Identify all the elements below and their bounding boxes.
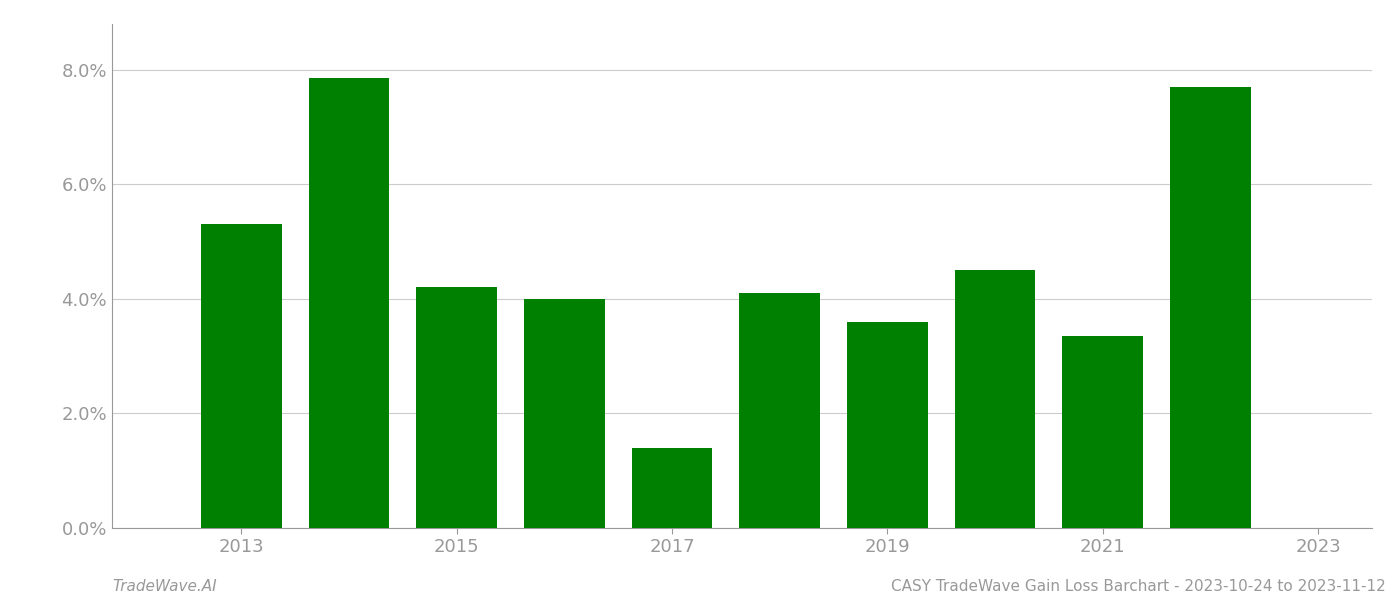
Bar [847, 322, 928, 528]
Bar [631, 448, 713, 528]
Bar [955, 270, 1036, 528]
Bar [1170, 87, 1250, 528]
Bar [308, 79, 389, 528]
Text: CASY TradeWave Gain Loss Barchart - 2023-10-24 to 2023-11-12: CASY TradeWave Gain Loss Barchart - 2023… [892, 579, 1386, 594]
Bar [739, 293, 820, 528]
Bar [524, 299, 605, 528]
Bar [200, 224, 281, 528]
Text: TradeWave.AI: TradeWave.AI [112, 579, 217, 594]
Bar [416, 287, 497, 528]
Bar [1063, 336, 1144, 528]
